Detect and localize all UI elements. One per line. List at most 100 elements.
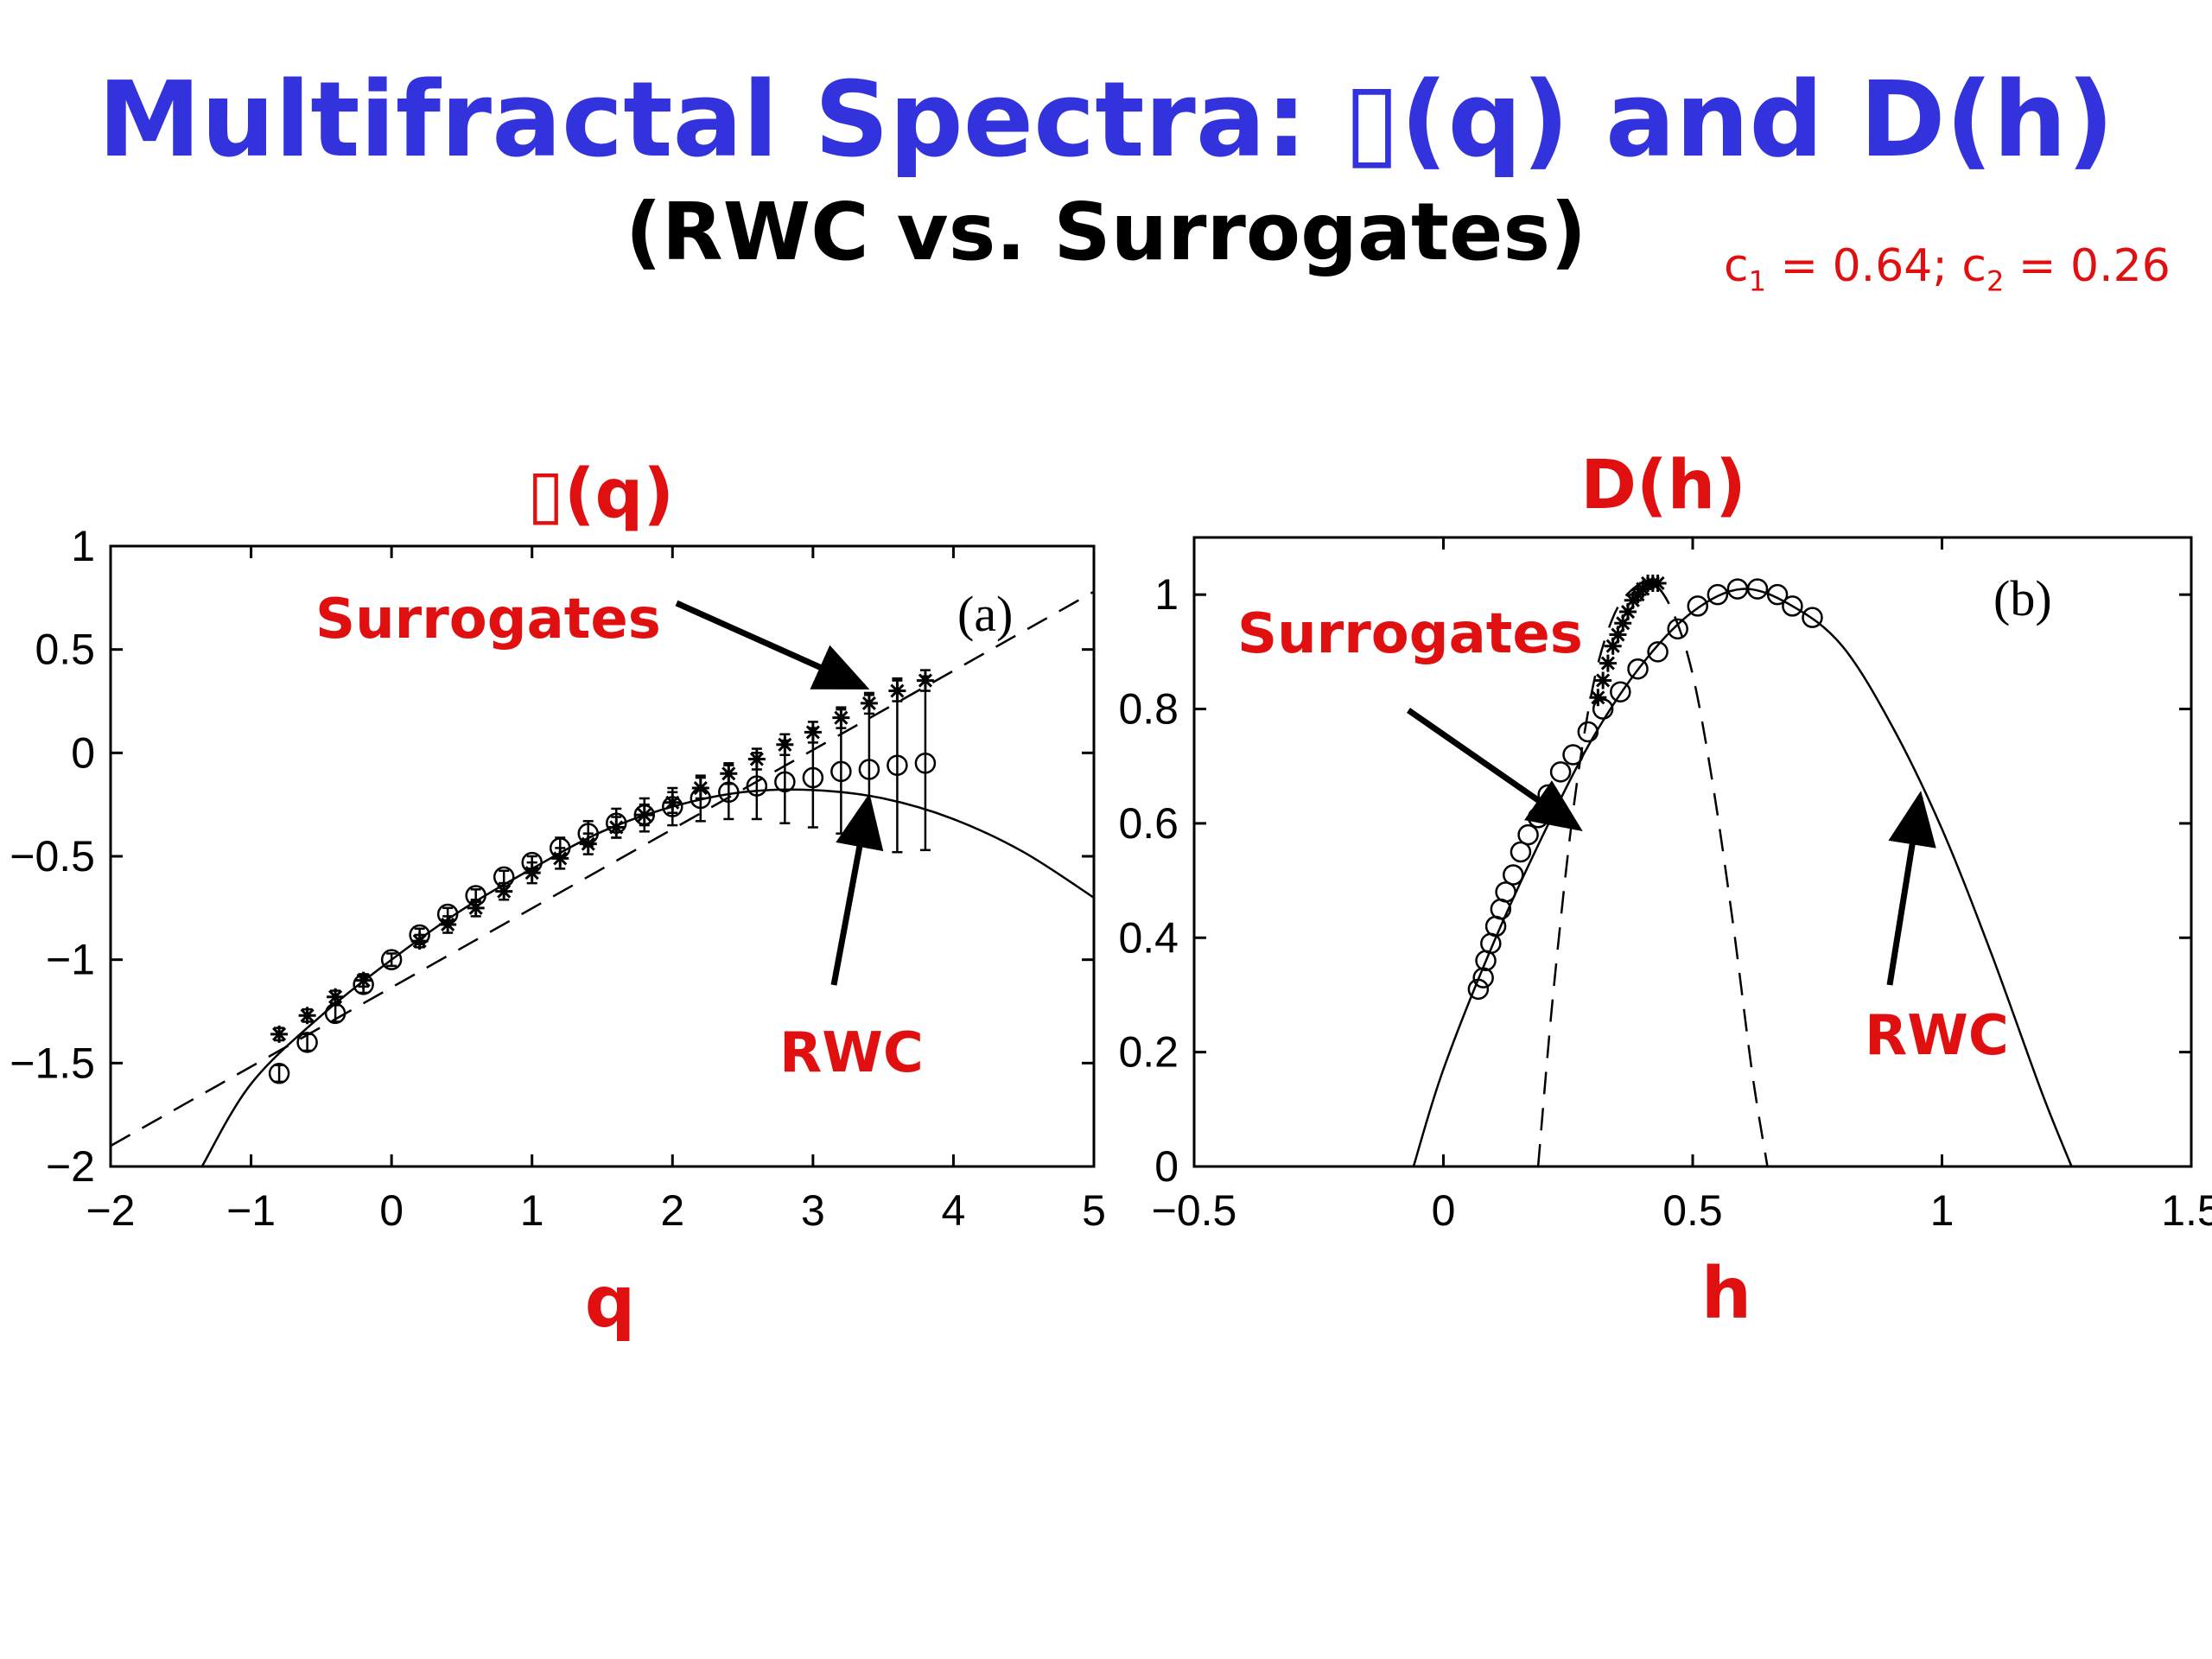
d-h-x-tick-label: 0.5: [1662, 1186, 1723, 1235]
panel-label-b: (b): [1993, 570, 2052, 626]
d-h-x-tick-label: −0.5: [1152, 1186, 1237, 1235]
surrogates-arrow-a: [675, 600, 870, 690]
d-h-point-surrogates: [1589, 689, 1607, 707]
tau-q-point-rwc: [296, 1032, 318, 1053]
tau-q-point-rwc: [774, 771, 796, 793]
tau-q-point-rwc: [746, 775, 768, 797]
tau-q-x-tick-label: 3: [801, 1186, 825, 1235]
d-h-point-surrogates: [1599, 654, 1617, 672]
tau-q-point-rwc: [858, 759, 880, 780]
tau-q-y-tick-label: 0: [71, 728, 95, 777]
tau-q-point-surrogates: [664, 793, 682, 811]
tau-q-ticks: −2 −1 0 1 2 3 4 5 1 0.5 0 −0.5 −1 −1.5 −2: [10, 522, 1106, 1235]
d-h-point-surrogates: [1609, 626, 1627, 644]
d-h-point-rwc: [1627, 658, 1649, 680]
tau-q-point-rwc: [380, 949, 403, 970]
rwc-arrow-a: [830, 793, 884, 986]
tau-q-point-surrogates: [579, 835, 597, 853]
tau-q-y-tick-label: −1: [46, 936, 95, 984]
tau-q-point-surrogates: [635, 806, 653, 824]
d-h-point-rwc: [1577, 721, 1599, 743]
d-h-chart: D(h) −0.5 0 0.5 1 1.500.20.40.60.81 (b) Surr…: [1118, 447, 2212, 1335]
d-h-x-tick-label: 0: [1432, 1186, 1456, 1235]
d-h-point-rwc: [1687, 595, 1709, 617]
tau-q-x-tick-label: −1: [226, 1186, 276, 1235]
tau-q-point-surrogates: [495, 882, 513, 900]
tau-q-point-surrogates: [298, 1007, 316, 1025]
tau-q-point-surrogates: [804, 723, 822, 741]
d-h-point-surrogates: [1594, 671, 1612, 690]
tau-q-point-rwc: [914, 753, 937, 774]
d-h-point-rwc: [1517, 823, 1539, 846]
d-h-point-rwc: [1549, 761, 1572, 783]
tau-q-point-surrogates: [523, 864, 541, 882]
d-h-y-tick-label: 1: [1154, 570, 1179, 619]
d-h-fit-lines: [1412, 580, 2073, 1167]
d-h-y-tick-label: 0.8: [1118, 685, 1179, 734]
d-h-point-surrogates: [1614, 614, 1632, 632]
rwc-annotation-b: RWC: [1865, 1004, 2009, 1068]
tau-q-point-surrogates: [747, 750, 766, 768]
tau-q-x-tick-label: 5: [1082, 1186, 1106, 1235]
d-h-point-rwc: [1667, 618, 1688, 640]
d-h-y-tick-label: 0.2: [1118, 1028, 1179, 1077]
tau-q-x-axis-label: q: [585, 1262, 636, 1344]
d-h-fit-line-rwc: [1412, 588, 2073, 1167]
tau-q-point-rwc: [268, 1063, 290, 1084]
d-h-point-surrogates: [1618, 603, 1637, 621]
parameter-note: c1 = 0.64; c2 = 0.26: [1724, 240, 2171, 297]
surrogates-annotation-a: Surrogates: [315, 588, 661, 652]
d-h-x-tick-label: 1: [1930, 1186, 1955, 1235]
tau-q-point-surrogates: [410, 932, 429, 950]
tau-q-data-points: [268, 669, 937, 1084]
d-h-point-rwc: [1647, 641, 1669, 663]
d-h-ticks: −0.5 0 0.5 1 1.500.20.40.60.81: [1118, 537, 2212, 1235]
param-c1-subscript: 1: [1748, 264, 1766, 298]
rwc-annotation-a: RWC: [779, 1021, 924, 1085]
d-h-point-rwc: [1802, 607, 1823, 628]
tau-q-point-rwc: [830, 760, 852, 783]
param-c1-value: = 0.64;: [1765, 240, 1962, 292]
d-h-point-rwc: [1527, 807, 1549, 829]
tau-q-fit-lines: [110, 590, 1095, 1167]
d-h-point-rwc: [1467, 978, 1490, 1001]
tau-q-point-surrogates: [607, 818, 626, 836]
tau-q-point-surrogates: [860, 694, 878, 712]
slide-subtitle: (RWC vs. Surrogates): [625, 186, 1587, 278]
rwc-arrow-b: [1886, 791, 1936, 986]
tau-q-point-surrogates: [467, 899, 485, 917]
tau-q-point-surrogates: [551, 849, 569, 868]
tau-q-y-tick-label: −0.5: [10, 832, 95, 880]
d-h-point-rwc: [1495, 881, 1516, 903]
d-h-point-rwc: [1562, 744, 1584, 766]
tau-q-point-surrogates: [270, 1025, 289, 1043]
tau-q-point-rwc: [802, 766, 824, 789]
d-h-point-rwc: [1707, 583, 1729, 606]
tau-q-point-surrogates: [354, 971, 372, 989]
d-h-point-rwc: [1510, 841, 1532, 863]
tau-q-point-surrogates: [720, 765, 738, 783]
tau-q-chart: ▯(q) −2 −1 0 1 2 3 4 5 1 0.5 0 −0.5 −1 −1.5 −2 (a) Sur…: [10, 455, 1106, 1344]
d-h-x-axis-label: h: [1701, 1253, 1751, 1335]
param-c2-symbol: c: [1961, 240, 1987, 292]
d-h-point-rwc: [1503, 864, 1524, 886]
panel-label-a: (a): [957, 586, 1013, 642]
param-c1-symbol: c: [1724, 240, 1749, 292]
tau-q-point-surrogates: [439, 915, 457, 933]
d-h-x-tick-label: 1.5: [2161, 1186, 2212, 1235]
d-h-point-rwc: [1472, 967, 1494, 988]
surrogates-annotation-b: Surrogates: [1237, 602, 1583, 666]
tau-q-y-tick-label: 1: [71, 522, 95, 570]
d-h-point-surrogates: [1604, 637, 1622, 655]
slide-title: Multifractal Spectra: ▯(q) and D(h): [98, 60, 2114, 181]
d-h-point-rwc: [1782, 595, 1803, 617]
tau-q-point-surrogates: [832, 709, 850, 727]
tau-q-x-tick-label: 0: [379, 1186, 404, 1235]
d-h-point-rwc: [1746, 578, 1769, 600]
tau-q-point-surrogates: [776, 735, 794, 753]
param-c2-value: = 0.26: [2004, 240, 2171, 292]
tau-q-x-tick-label: 4: [942, 1186, 966, 1235]
d-h-chart-title: D(h): [1580, 447, 1746, 524]
d-h-y-tick-label: 0: [1154, 1142, 1179, 1191]
